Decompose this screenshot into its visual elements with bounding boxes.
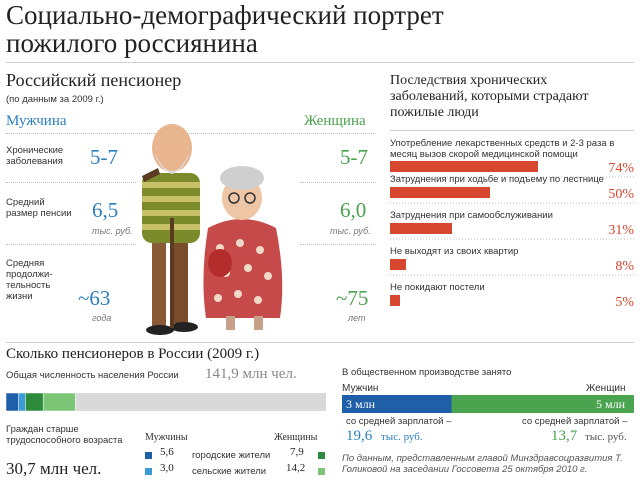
men-header: Мужчины (145, 432, 188, 443)
consequence-value: 50% (608, 187, 634, 202)
consequence-value: 74% (608, 161, 634, 176)
row-divider (300, 182, 376, 183)
women-rural-value: 14,2 (286, 462, 306, 474)
pipe-icon (142, 168, 160, 182)
men-rural-value: 3,0 (160, 462, 174, 474)
glasses-icon (228, 192, 240, 204)
row-divider (300, 244, 376, 245)
consequence-value: 31% (608, 223, 634, 238)
consequence-bar (390, 259, 406, 270)
consequence-label: Употребление лекарственных средств и 2-3… (390, 138, 614, 160)
consequence-value: 8% (615, 259, 634, 274)
source-note: По данным, представленным главой Минздра… (342, 453, 623, 475)
title-divider (6, 62, 634, 63)
population-rest-segment (6, 393, 326, 411)
population-value: 141,9 млн чел. (205, 366, 297, 382)
row-lifespan-label: Средняя продолжи-тельность жизни (6, 258, 53, 302)
employment-men-label: Мужчин (342, 383, 379, 394)
employment-men-segment (342, 395, 452, 413)
women-lifespan-value: ~75 (336, 286, 369, 310)
how-many-heading: Сколько пенсионеров в России (2009 г.) (6, 346, 260, 362)
consequences-heading: Последствия хронических заболеваний, кот… (390, 73, 589, 120)
women-rural-swatch (318, 468, 325, 475)
row-pension-label: Средний размер пенсии (6, 197, 72, 219)
man-shoe (170, 322, 198, 332)
men-pension-value: 6,5 (92, 198, 119, 222)
rural-label: сельские жители (192, 466, 267, 477)
cane (170, 218, 174, 328)
elderly-value: 30,7 млн чел. (6, 459, 102, 478)
women-chronic-value: 5-7 (340, 145, 368, 169)
woman-dress (203, 219, 283, 318)
consequence-bar (390, 161, 538, 172)
population-label: Общая численность населения России (6, 370, 179, 381)
women-urban-value: 7,9 (290, 446, 304, 458)
elderly-label: Граждан старше трудоспособного возраста (6, 424, 123, 446)
woman-leg (226, 316, 235, 330)
man-leg (174, 238, 188, 323)
consequence-bar (390, 295, 400, 306)
consequences-chart: Употребление лекарственных средств и 2-3… (390, 138, 634, 310)
consequence-label: Затруднения при ходьбе и подъему по лест… (390, 174, 604, 185)
population-segment (25, 393, 44, 411)
consequence-label: Затруднения при самообслуживании (390, 210, 553, 221)
women-pension-value: 6,0 (340, 198, 367, 222)
urban-label: городские жители (192, 450, 271, 461)
employment-men-value: 3 млн (346, 397, 376, 411)
employment-women-label: Женщин (586, 383, 626, 394)
population-bar (6, 393, 326, 411)
elderly-couple-illustration (142, 124, 283, 335)
title-line-1: Социально-демографический портрет (6, 0, 444, 30)
men-urban-swatch (145, 452, 152, 459)
women-lifespan-unit: лет (348, 313, 366, 323)
population-segment (6, 393, 19, 411)
row-divider (6, 244, 136, 245)
men-pension-unit: тыс. руб. (92, 226, 133, 236)
man-leg (152, 238, 166, 326)
men-salary-value: 19,6 (346, 428, 373, 444)
consequence-bar (390, 187, 490, 198)
consequence-bar (390, 223, 452, 234)
women-salary-prefix: со средней зарплатой – (522, 416, 628, 427)
row-divider (6, 133, 376, 134)
population-segment (42, 393, 76, 411)
title-line-2: пожилого россиянина (6, 28, 258, 58)
employment-heading: В общественном производстве занято (342, 367, 512, 378)
men-lifespan-value: ~63 (78, 286, 111, 310)
pensioner-subheading: (по данным за 2009 г.) (6, 94, 104, 105)
row-chronic-label: Хронические заболевания (6, 145, 64, 167)
consequences-divider (390, 130, 634, 131)
glasses-icon (244, 192, 256, 204)
employment-women-value: 5 млн (596, 397, 626, 411)
men-lifespan-unit: года (92, 313, 112, 323)
women-header: Женщины (274, 432, 318, 443)
population-segment (18, 393, 26, 411)
women-salary-value: 13,7 (551, 428, 578, 444)
page-title: Социально-демографический портрет пожило… (6, 1, 444, 57)
consequence-value: 5% (615, 295, 634, 310)
men-urban-value: 5,6 (160, 446, 174, 458)
woman-leg (254, 316, 263, 330)
women-salary-unit: тыс. руб. (585, 431, 627, 443)
man-shoe (146, 325, 174, 335)
row-divider (6, 182, 136, 183)
handbag-icon (208, 249, 232, 277)
men-label: Мужчина (6, 113, 67, 129)
man-head (152, 124, 192, 172)
men-chronic-value: 5-7 (90, 145, 118, 169)
women-pension-unit: тыс. руб. (330, 226, 371, 236)
employment-women-segment (451, 395, 634, 413)
women-urban-swatch (318, 452, 325, 459)
men-salary-prefix: со средней зарплатой – (346, 416, 452, 427)
section-divider (6, 342, 634, 343)
consequence-label: Не выходят из своих квартир (390, 246, 518, 257)
men-salary-unit: тыс. руб. (381, 431, 423, 443)
employment-bar (342, 395, 634, 413)
pensioner-heading: Российский пенсионер (6, 70, 182, 90)
consequence-label: Не покидают постели (390, 282, 485, 293)
men-rural-swatch (145, 468, 152, 475)
woman-hair (220, 166, 264, 190)
women-label: Женщина (304, 113, 366, 129)
